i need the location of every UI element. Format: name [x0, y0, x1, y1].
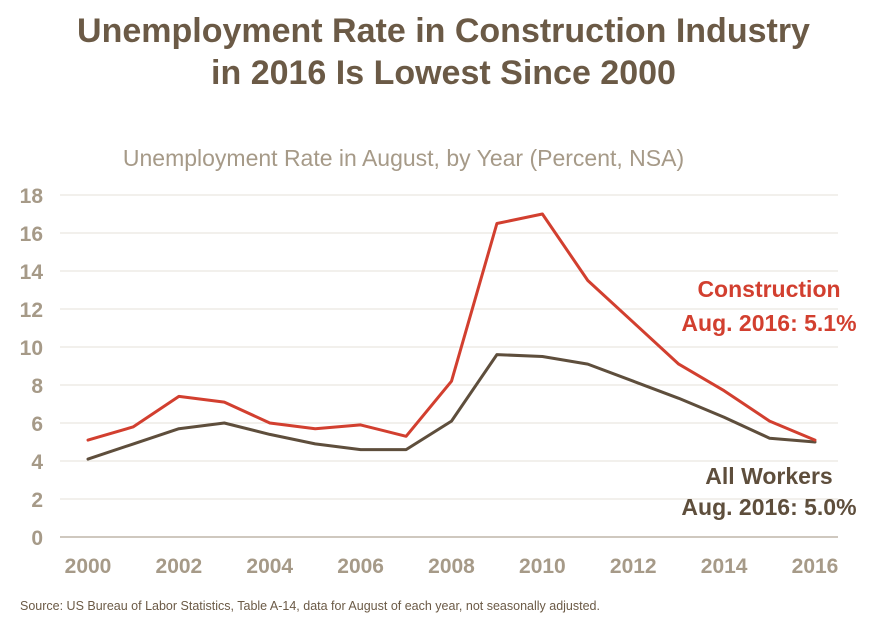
x-tick-label: 2002 — [156, 555, 203, 578]
x-tick-label: 2008 — [428, 555, 475, 578]
y-tick-label: 4 — [31, 451, 43, 474]
y-tick-label: 10 — [20, 337, 43, 360]
x-tick-label: 2016 — [792, 555, 839, 578]
y-tick-label: 2 — [31, 489, 43, 512]
y-tick-label: 16 — [20, 223, 43, 246]
x-tick-label: 2010 — [519, 555, 566, 578]
series-annotation-all-workers: All Workers — [705, 463, 832, 489]
chart-title-line-1: Unemployment Rate in Construction Indust… — [77, 12, 810, 50]
chart-title: Unemployment Rate in Construction Indust… — [0, 10, 887, 94]
x-tick-label: 2000 — [65, 555, 112, 578]
x-tick-label: 2014 — [701, 555, 748, 578]
series-annotation-construction: Construction — [697, 276, 840, 302]
x-tick-label: 2004 — [246, 555, 293, 578]
series-line-construction — [86, 212, 817, 442]
source-note: Source: US Bureau of Labor Statistics, T… — [20, 599, 600, 613]
y-tick-label: 12 — [20, 299, 43, 322]
y-tick-label: 0 — [31, 527, 43, 550]
chart-subtitle: Unemployment Rate in August, by Year (Pe… — [122, 145, 685, 171]
x-tick-label: 2012 — [610, 555, 657, 578]
series-annotation-all-workers: Aug. 2016: 5.0% — [681, 494, 856, 520]
y-tick-label: 14 — [20, 261, 44, 284]
y-tick-label: 6 — [31, 413, 43, 436]
x-tick-label: 2006 — [337, 555, 384, 578]
series-line-all-workers — [86, 353, 817, 461]
series-annotation-construction: Aug. 2016: 5.1% — [681, 310, 856, 336]
y-tick-label: 18 — [20, 185, 44, 208]
chart-title-line-2: in 2016 Is Lowest Since 2000 — [211, 54, 676, 92]
y-tick-label: 8 — [31, 375, 43, 398]
